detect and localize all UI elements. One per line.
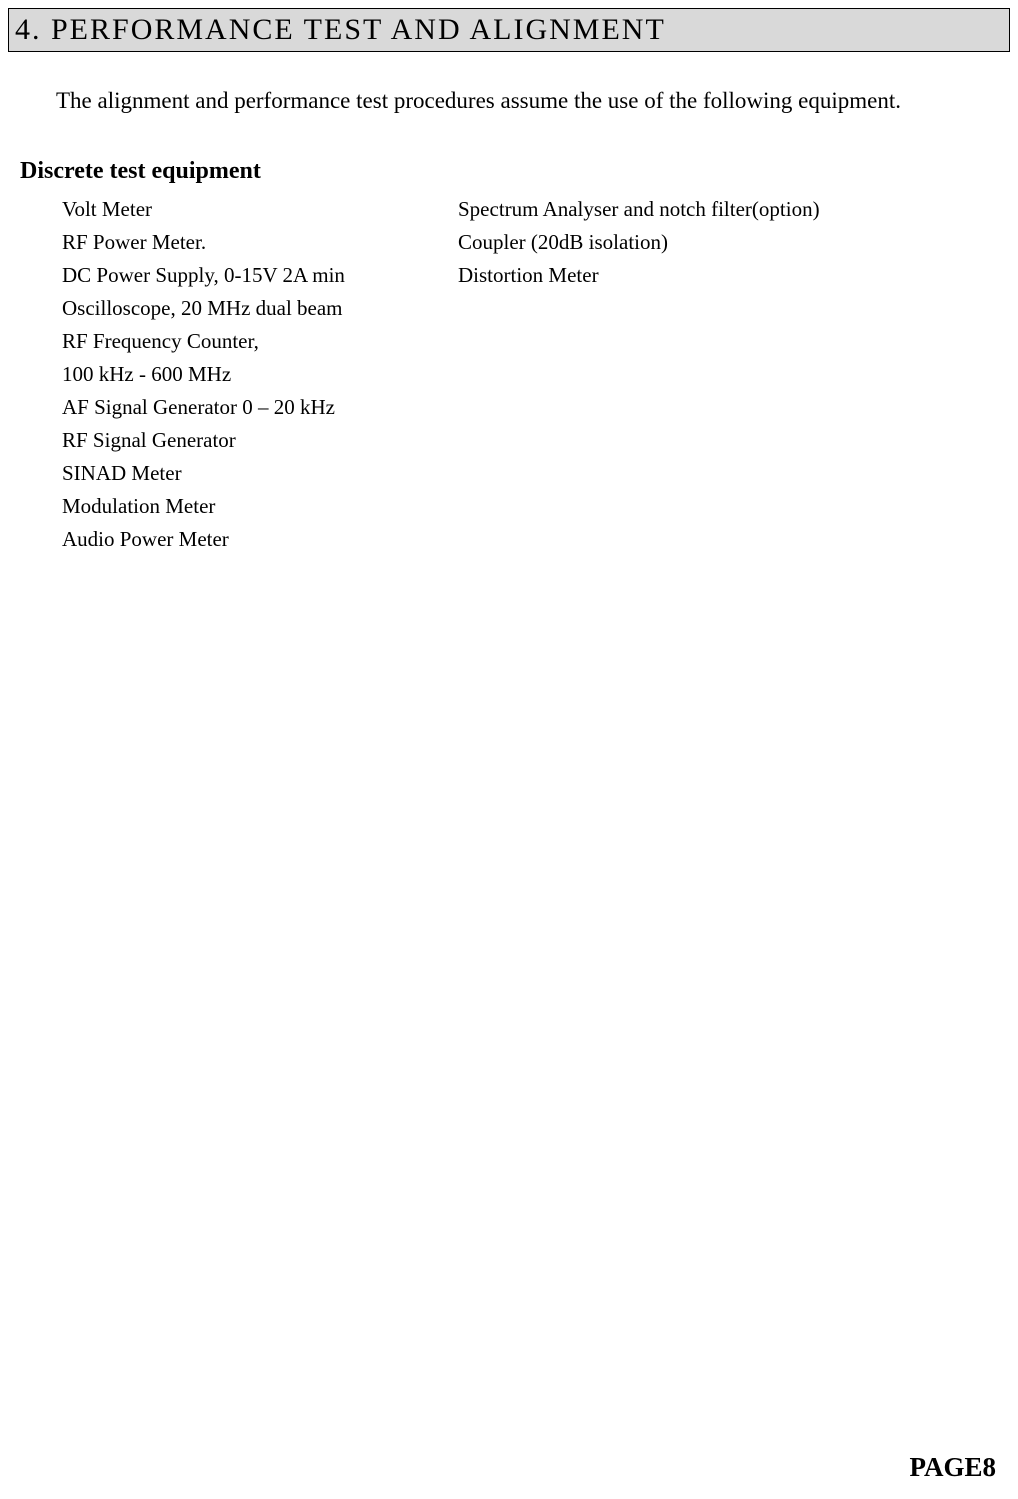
list-item: SINAD Meter (62, 457, 458, 490)
list-item: 100 kHz - 600 MHz (62, 358, 458, 391)
intro-paragraph: The alignment and performance test proce… (56, 88, 978, 114)
list-item: AF Signal Generator 0 – 20 kHz (62, 391, 458, 424)
equipment-column-right: Spectrum Analyser and notch filter(optio… (458, 193, 958, 556)
list-item: Modulation Meter (62, 490, 458, 523)
list-item: Volt Meter (62, 193, 458, 226)
section-header: 4. PERFORMANCE TEST AND ALIGNMENT (8, 8, 1010, 52)
section-title: 4. PERFORMANCE TEST AND ALIGNMENT (15, 13, 666, 46)
list-item: Audio Power Meter (62, 523, 458, 556)
list-item: RF Signal Generator (62, 424, 458, 457)
list-item: Spectrum Analyser and notch filter(optio… (458, 193, 958, 226)
equipment-subheading: Discrete test equipment (20, 158, 1018, 185)
equipment-columns: Volt Meter RF Power Meter. DC Power Supp… (62, 193, 1018, 556)
list-item: DC Power Supply, 0-15V 2A min (62, 259, 458, 292)
page-number: PAGE8 (910, 1452, 997, 1483)
equipment-column-left: Volt Meter RF Power Meter. DC Power Supp… (62, 193, 458, 556)
list-item: RF Frequency Counter, (62, 325, 458, 358)
list-item: Distortion Meter (458, 259, 958, 292)
list-item: Coupler (20dB isolation) (458, 226, 958, 259)
list-item: RF Power Meter. (62, 226, 458, 259)
list-item: Oscilloscope, 20 MHz dual beam (62, 292, 458, 325)
